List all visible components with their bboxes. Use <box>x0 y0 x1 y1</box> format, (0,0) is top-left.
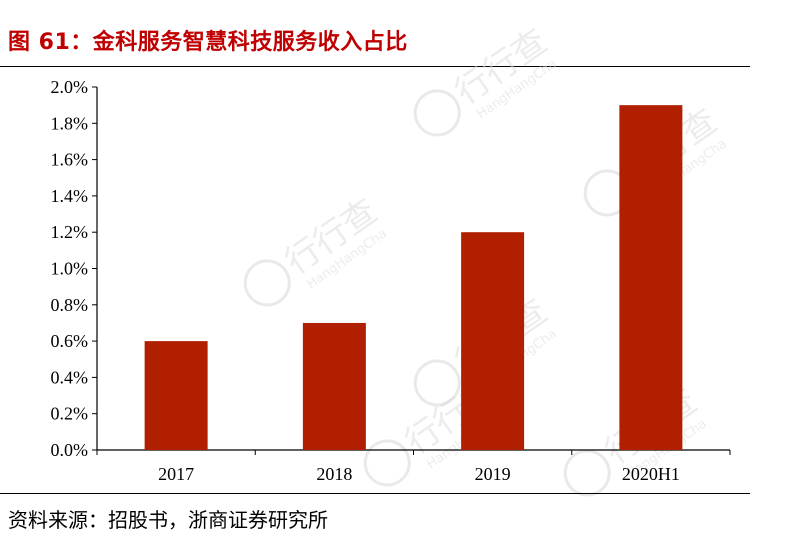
y-tick-label: 1.4% <box>51 186 89 206</box>
x-tick-label: 2020H1 <box>622 464 680 484</box>
bottom-rule <box>0 493 750 494</box>
y-tick-label: 1.6% <box>51 150 89 170</box>
top-rule <box>0 66 750 67</box>
watermark-logo-icon <box>563 449 611 497</box>
y-tick-label: 0.0% <box>51 440 89 460</box>
x-tick-label: 2017 <box>158 464 194 484</box>
chart-bars <box>144 105 683 451</box>
bar-2018 <box>302 322 366 450</box>
bar-2017 <box>144 341 208 450</box>
watermark-logo-icon <box>243 259 291 307</box>
y-tick-label: 0.6% <box>51 331 89 351</box>
y-tick-label: 1.2% <box>51 222 89 242</box>
x-tick-label: 2018 <box>316 464 352 484</box>
y-tick-label: 2.0% <box>51 77 89 97</box>
x-axis-ticks: 2017 2018 2019 2020H1 <box>96 450 731 484</box>
watermark-logo-icon <box>413 359 461 407</box>
x-tick-label: 2019 <box>475 464 511 484</box>
figure-title: 图 61：金科服务智慧科技服务收入占比 <box>8 30 408 55</box>
y-tick-label: 1.0% <box>51 259 89 279</box>
y-tick-label: 0.8% <box>51 295 89 315</box>
watermark-logo-icon <box>413 89 461 137</box>
source-note: 资料来源：招股书，浙商证券研究所 <box>8 508 328 532</box>
bar-2019 <box>461 232 525 450</box>
y-axis-ticks: 0.0% 0.2% 0.4% 0.6% 0.8% 1.0% 1.2% 1.4% 1.6% 1.8%… <box>51 77 97 460</box>
y-tick-label: 0.4% <box>51 367 89 387</box>
y-tick-label: 0.2% <box>51 404 89 424</box>
bar-2020H1 <box>619 105 683 451</box>
y-tick-label: 1.8% <box>51 113 89 133</box>
